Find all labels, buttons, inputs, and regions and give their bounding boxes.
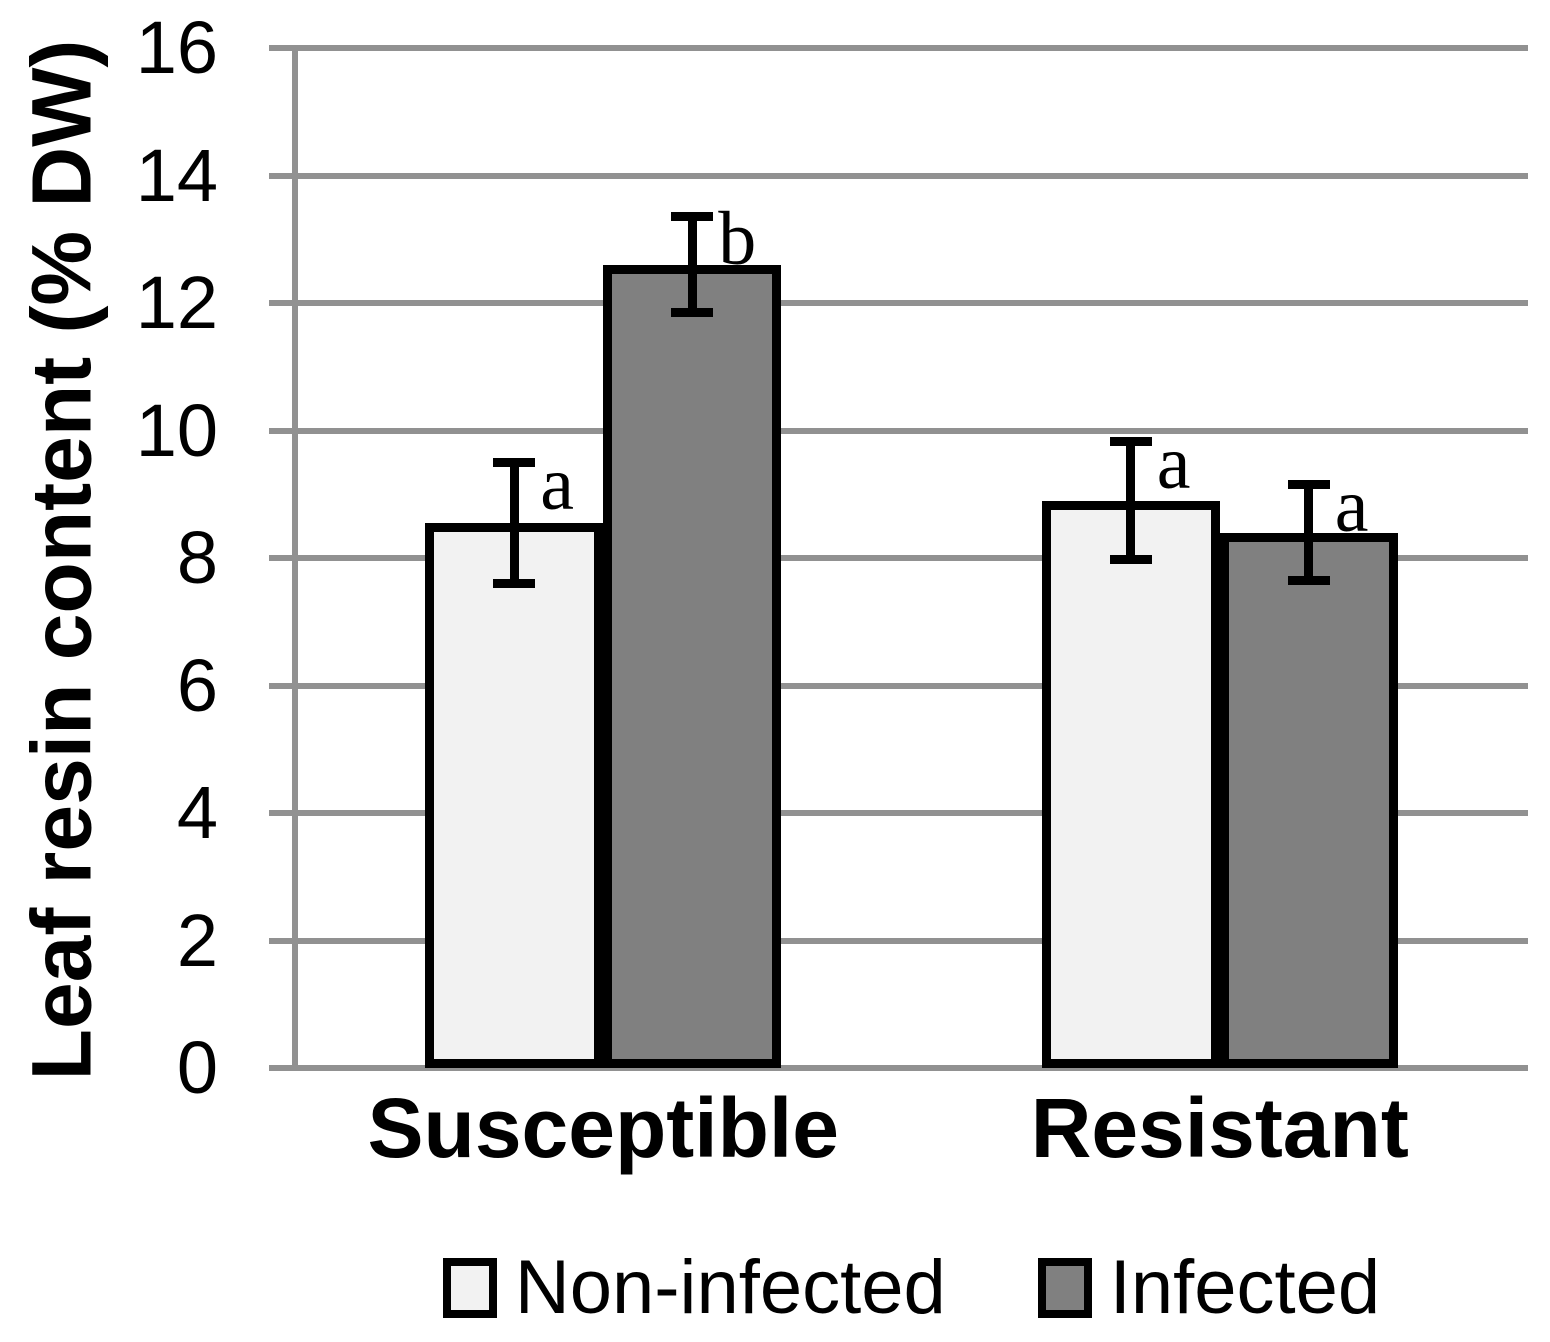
ytick-label-12: 12: [135, 261, 218, 344]
ytick-label-8: 8: [176, 516, 218, 599]
ytick-label-14: 14: [135, 133, 218, 217]
gridline-y4: [269, 810, 1528, 816]
chart-legend: Non-infected Infected: [295, 1238, 1528, 1338]
significance-letter: a: [1334, 464, 1369, 549]
ytick-label-16: 16: [135, 6, 218, 89]
legend-label: Non-infected: [514, 1245, 946, 1330]
bar-susceptible-non-infected: [425, 522, 604, 1068]
y-axis-line: [292, 45, 298, 1071]
legend-item-infected: Infected: [1037, 1245, 1381, 1330]
significance-letter: a: [540, 442, 574, 527]
error-bar-cap: [671, 212, 714, 222]
ytick-label-4: 4: [176, 771, 218, 854]
gridline-y2: [269, 937, 1528, 944]
gridline-y12: [269, 300, 1528, 306]
bar-resistant-infected: [1219, 532, 1398, 1068]
error-bar-line: [509, 462, 519, 584]
error-bar-cap: [1109, 436, 1152, 446]
gridline-y14: [269, 172, 1528, 179]
gridline-y0: [269, 1065, 1528, 1071]
ytick-label-2: 2: [176, 898, 218, 982]
error-bar-cap: [1287, 576, 1330, 586]
x-category-label-susceptible: Susceptible: [367, 1081, 839, 1175]
legend-swatch-infected: [1037, 1258, 1092, 1318]
error-bar-cap: [1287, 479, 1330, 489]
legend-swatch-non-infected: [442, 1258, 497, 1318]
significance-letter: a: [1156, 421, 1191, 506]
x-category-label-resistant: Resistant: [1030, 1081, 1409, 1175]
y-axis-tick-labels: 0 2 4 6 8 10 12 14 16: [0, 11, 218, 1105]
gridline-y8: [269, 555, 1528, 561]
error-bar-line: [1304, 484, 1314, 581]
error-bar-cap: [671, 308, 714, 318]
plot-area: a b Susceptible a a Resistant: [269, 45, 1528, 1172]
error-bar-line: [687, 216, 697, 313]
error-bar-cap: [1109, 555, 1152, 565]
error-bar-cap: [493, 579, 536, 588]
error-bar-cap: [493, 457, 536, 467]
gridline-y10: [269, 427, 1528, 434]
error-bar-line: [1126, 441, 1136, 560]
ytick-label-0: 0: [176, 1026, 218, 1109]
bar-resistant-non-infected: [1041, 500, 1220, 1068]
ytick-label-6: 6: [176, 643, 218, 727]
significance-letter: b: [718, 196, 757, 281]
bar-susceptible-infected: [603, 264, 782, 1068]
legend-item-non-infected: Non-infected: [442, 1245, 946, 1330]
gridline-y6: [269, 682, 1528, 689]
ytick-label-10: 10: [135, 388, 218, 472]
gridline-y16: [269, 45, 1528, 51]
legend-label: Infected: [1109, 1245, 1381, 1330]
